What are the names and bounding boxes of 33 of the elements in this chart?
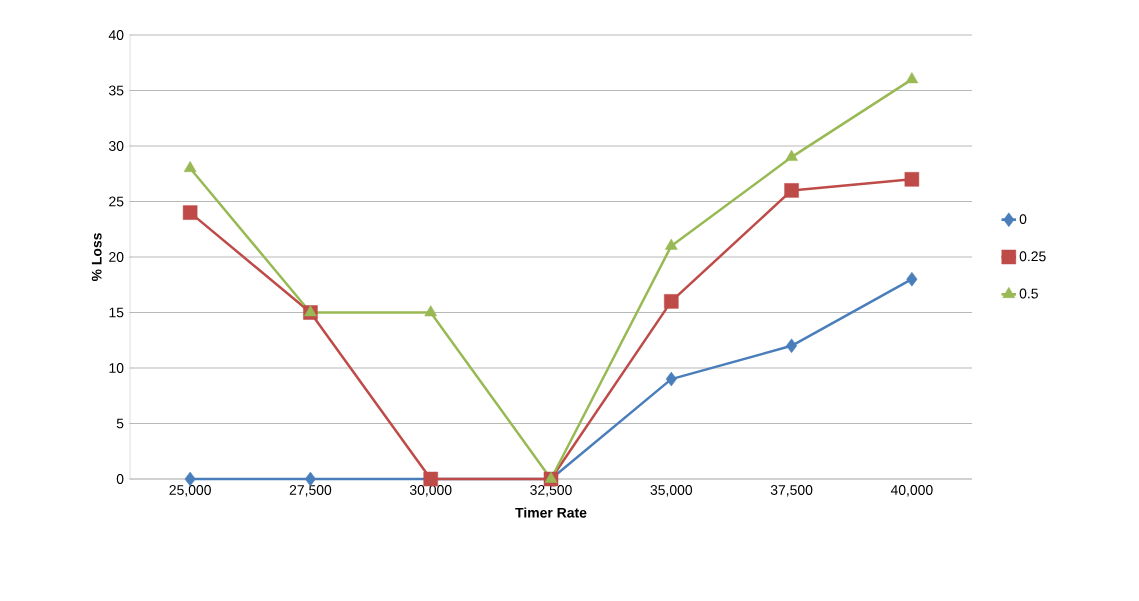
point <box>785 149 798 161</box>
y-tick-label: 10 <box>109 363 124 373</box>
x-tick-label: 27,500 <box>289 485 332 497</box>
point <box>786 338 798 354</box>
x-tick-label: 32,500 <box>530 485 572 497</box>
x-tick-label: 30,000 <box>409 485 452 497</box>
x-axis-title: Timer Rate <box>515 507 587 518</box>
legend-label: 0.25 <box>1019 251 1046 262</box>
point <box>664 294 679 309</box>
point <box>906 271 918 287</box>
point <box>182 205 198 220</box>
point <box>904 172 920 187</box>
point <box>424 305 438 317</box>
y-tick-label: 15 <box>109 307 124 318</box>
x-tick-label: 25,000 <box>169 485 211 497</box>
y-tick-label: 30 <box>109 141 124 151</box>
point <box>183 160 197 172</box>
y-axis-title: % Loss <box>91 233 102 282</box>
point <box>905 72 919 84</box>
point <box>665 371 677 387</box>
point <box>784 183 799 198</box>
legend-label: 0.5 <box>1019 288 1038 299</box>
y-tick-label: 5 <box>116 418 124 429</box>
point <box>664 238 678 250</box>
x-tick-label: 37,500 <box>770 485 813 497</box>
y-tick-label: 0 <box>116 474 124 484</box>
x-tick-label: 35,000 <box>650 485 693 497</box>
legend-label: 0 <box>1019 214 1027 225</box>
y-tick-label: 25 <box>109 196 124 207</box>
y-tick-label: 40 <box>108 30 124 40</box>
x-tick-label: 40,000 <box>890 485 933 497</box>
y-tick-label: 35 <box>109 85 124 96</box>
y-tick-label: 20 <box>109 252 124 262</box>
